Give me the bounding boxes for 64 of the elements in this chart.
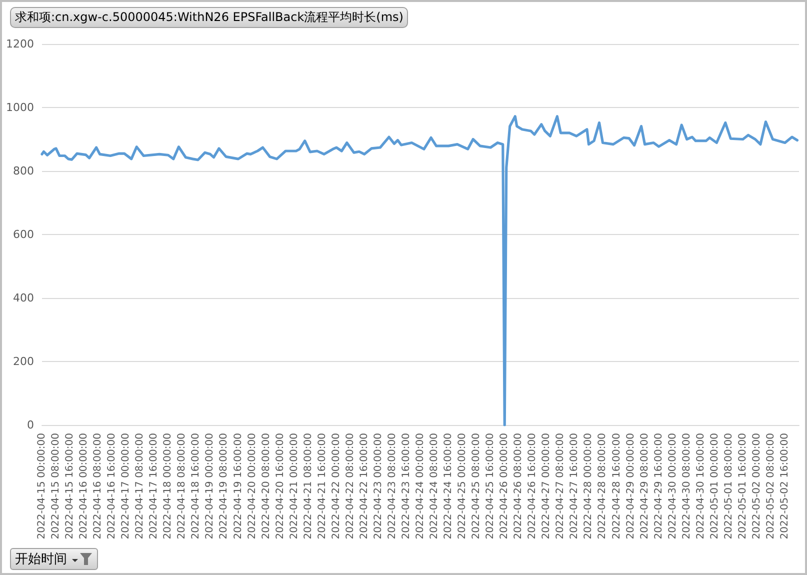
x-tick-label: 2022-04-18 16:00:00 (190, 433, 202, 540)
x-tick-label: 2022-04-20 00:00:00 (246, 433, 258, 540)
y-tick-label: 0 (27, 418, 34, 432)
x-tick-label: 2022-04-26 00:00:00 (499, 433, 510, 540)
line-series (40, 115, 799, 426)
x-tick-label: 2022-05-01 08:00:00 (723, 433, 734, 540)
x-tick-label: 2022-04-27 16:00:00 (569, 433, 580, 540)
x-tick-label: 2022-04-29 16:00:00 (653, 433, 664, 540)
x-tick-label: 2022-04-21 16:00:00 (316, 433, 328, 540)
x-tick-label: 2022-04-28 16:00:00 (611, 433, 622, 540)
x-tick-label: 2022-04-30 00:00:00 (667, 433, 678, 540)
x-tick-label: 2022-04-18 00:00:00 (162, 433, 174, 540)
y-tick-label: 400 (13, 292, 34, 304)
x-tick-label: 2022-04-15 00:00:00 (36, 433, 48, 540)
x-tick-label: 2022-04-25 16:00:00 (485, 433, 496, 540)
y-tick-label: 800 (13, 164, 34, 178)
x-tick-label: 2022-04-30 08:00:00 (681, 433, 692, 540)
y-tick-label: 1000 (6, 101, 34, 114)
x-tick-label: 2022-04-23 08:00:00 (386, 433, 398, 540)
x-tick-label: 2022-04-28 00:00:00 (583, 433, 594, 540)
text: 开始时间 (15, 551, 67, 568)
x-tick-label: 2022-04-23 00:00:00 (372, 433, 384, 540)
x-tick-label: 2022-04-15 08:00:00 (50, 433, 62, 540)
x-tick-label: 2022-04-22 08:00:00 (344, 433, 356, 540)
x-tick-label: 2022-04-25 08:00:00 (471, 433, 482, 540)
y-tick-label: 1200 (6, 38, 34, 50)
x-tick-label: 2022-04-22 00:00:00 (330, 433, 342, 540)
x-tick-label: 2022-04-25 00:00:00 (457, 433, 468, 540)
x-tick-label: 2022-04-20 08:00:00 (260, 433, 272, 540)
chart-title: 求和项:cn.xgw-c.50000045:WithN26 EPSFallBack流程平均时长(ms) (10, 7, 408, 28)
x-tick-label: 2022-04-29 00:00:00 (625, 433, 636, 540)
x-tick-label: 2022-04-29 08:00:00 (639, 433, 650, 540)
x-tick-label: 2022-04-24 00:00:00 (415, 433, 426, 540)
x-tick-label: 2022-04-16 16:00:00 (106, 433, 118, 540)
x-tick-label: 2022-04-26 08:00:00 (513, 433, 524, 540)
y-tick-label: 600 (13, 228, 34, 241)
x-tick-label: 2022-05-02 16:00:00 (779, 433, 790, 540)
x-tick-label: 2022-04-20 16:00:00 (274, 433, 286, 540)
x-tick-label: 2022-04-28 08:00:00 (597, 433, 608, 540)
x-tick-label: 2022-04-26 16:00:00 (527, 433, 538, 540)
x-tick-label: 2022-04-17 16:00:00 (148, 433, 160, 540)
x-tick-label: 2022-04-24 16:00:00 (443, 433, 454, 540)
x-tick-label: 2022-04-16 08:00:00 (92, 433, 104, 540)
x-tick-label: 2022-04-27 08:00:00 (555, 433, 566, 540)
x-tick-label: 2022-04-24 08:00:00 (429, 433, 440, 540)
x-tick-label: 2022-05-02 00:00:00 (751, 433, 762, 540)
x-tick-label: 2022-04-15 16:00:00 (64, 433, 76, 540)
x-tick-label: 2022-04-19 00:00:00 (204, 433, 216, 540)
x-tick-label: 2022-04-17 00:00:00 (120, 433, 132, 540)
x-tick-label: 2022-05-01 00:00:00 (709, 433, 720, 540)
x-tick-label: 2022-04-19 08:00:00 (218, 433, 230, 540)
x-tick-label: 2022-04-27 00:00:00 (541, 433, 552, 540)
x-tick-label: 2022-04-16 00:00:00 (78, 433, 90, 540)
x-tick-label: 2022-04-17 08:00:00 (134, 433, 146, 540)
x-tick-label: 2022-04-30 16:00:00 (695, 433, 706, 540)
x-tick-label: 2022-04-18 08:00:00 (176, 433, 188, 540)
x-tick-label: 2022-04-19 16:00:00 (232, 433, 244, 540)
x-tick-label: 2022-05-02 08:00:00 (765, 433, 776, 540)
x-tick-label: 2022-04-23 16:00:00 (400, 433, 412, 540)
x-tick-label: 2022-04-21 08:00:00 (302, 433, 314, 540)
x-tick-label: 2022-04-22 16:00:00 (358, 433, 370, 540)
x-tick-label: 2022-05-01 16:00:00 (737, 433, 748, 540)
x-tick-label: 2022-04-21 00:00:00 (288, 433, 300, 540)
y-tick-label: 200 (13, 355, 34, 368)
